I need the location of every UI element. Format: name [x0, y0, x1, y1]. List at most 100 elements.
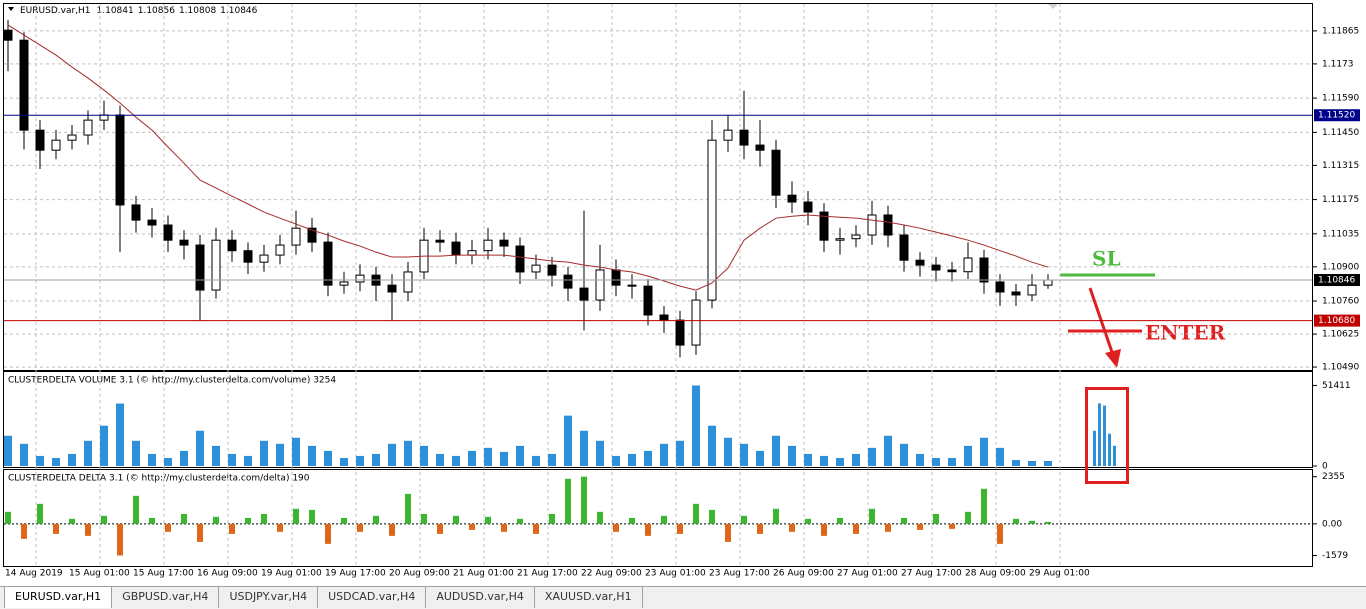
delta-bar: [1045, 521, 1051, 524]
delta-bar: [741, 515, 747, 524]
delta-bar: [117, 523, 123, 556]
x-tick-label: 21 Aug 17:00: [517, 569, 578, 579]
volume-bar: [756, 450, 764, 466]
candle-body: [611, 269, 621, 286]
delta-bar: [805, 518, 811, 524]
delta-bar: [5, 511, 11, 524]
header-high: 1.10856: [138, 6, 175, 16]
volume-bar: [996, 447, 1004, 466]
candle-body: [691, 299, 701, 346]
delta-bar: [885, 523, 891, 532]
delta-bar: [325, 523, 331, 544]
delta-bar: [661, 515, 667, 524]
y-tick-label: 1.11315: [1322, 161, 1359, 171]
price-level-tag: [1314, 109, 1360, 122]
symbol-tab[interactable]: USDJPY.var,H4: [219, 587, 319, 608]
price-level-label: 1.11520: [1318, 111, 1355, 121]
volume-bar: [628, 453, 636, 466]
y-tick-label: 51411: [1322, 381, 1351, 391]
y-tick-label: 1.10625: [1322, 330, 1359, 340]
main-pane-frame: [3, 3, 1313, 371]
candle-body: [483, 239, 493, 252]
y-tick-label: 1.11450: [1322, 128, 1359, 138]
y-tick-label: 2355: [1322, 472, 1345, 482]
delta-bar: [165, 523, 171, 532]
volume-bar: [1012, 459, 1020, 466]
volume-bar: [260, 440, 268, 466]
candle-body: [563, 274, 573, 289]
volume-title: CLUSTERDELTA VOLUME 3.1 (© http://my.clu…: [8, 376, 336, 386]
delta-bar: [581, 476, 587, 524]
delta-bar: [389, 523, 395, 536]
highlight-volume-bar: [1093, 430, 1096, 466]
highlight-volume-bar: [1108, 433, 1111, 466]
candle-body: [99, 114, 109, 121]
volume-bar: [900, 443, 908, 466]
delta-bar: [245, 517, 251, 524]
delta-bar: [453, 515, 459, 524]
volume-bar: [868, 447, 876, 466]
delta-bar: [69, 518, 75, 524]
volume-bar: [772, 435, 780, 466]
delta-pane-frame: [3, 469, 1313, 567]
volume-bar: [1028, 460, 1036, 466]
symbol-tab[interactable]: AUDUSD.var,H4: [426, 587, 535, 608]
candle-body: [211, 239, 221, 291]
delta-bar: [597, 511, 603, 524]
x-tick-label: 14 Aug 2019: [5, 569, 63, 579]
candle-body: [3, 29, 13, 41]
candle-body: [1027, 284, 1037, 296]
candle-body: [675, 319, 685, 346]
volume-bar: [212, 445, 220, 466]
symbol-tab[interactable]: XAUUSD.var,H1: [535, 587, 643, 608]
candle-body: [243, 250, 253, 263]
volume-bar: [852, 453, 860, 466]
candle-body: [579, 287, 589, 301]
candle-body: [723, 129, 733, 141]
candle-body: [1011, 291, 1021, 296]
background: [0, 0, 1366, 586]
delta-bar: [37, 503, 43, 524]
candle-body: [195, 244, 205, 291]
volume-bar: [836, 457, 844, 466]
x-tick-label: 21 Aug 01:00: [453, 569, 514, 579]
candle-body: [1043, 279, 1053, 286]
candle-body: [259, 254, 269, 263]
chart-header: EURUSD.var,H1 1.10841 1.10856 1.10808 1.1084…: [20, 6, 258, 16]
delta-bar: [853, 523, 859, 534]
symbol-tab[interactable]: USDCAD.var,H4: [318, 587, 427, 608]
delta-bar: [437, 523, 443, 534]
volume-bar: [436, 453, 444, 466]
delta-bar: [917, 523, 923, 530]
volume-bar: [596, 440, 604, 466]
volume-bar: [324, 450, 332, 466]
volume-bar: [932, 457, 940, 466]
x-tick-label: 23 Aug 01:00: [645, 569, 706, 579]
symbol-tab[interactable]: GBPUSD.var,H4: [112, 587, 220, 608]
volume-bar: [724, 437, 732, 466]
volume-bar: [644, 450, 652, 466]
volume-bar: [884, 435, 892, 466]
candle-body: [947, 269, 957, 273]
volume-bar: [948, 457, 956, 466]
delta-bar: [309, 509, 315, 524]
volume-bar: [4, 435, 12, 466]
x-tick-label: 27 Aug 17:00: [901, 569, 962, 579]
candle-body: [515, 245, 525, 273]
delta-bar: [677, 523, 683, 534]
candle-body: [323, 241, 333, 286]
volume-bar: [564, 415, 572, 466]
candle-body: [547, 264, 557, 276]
volume-bar: [964, 445, 972, 466]
candle-body: [931, 264, 941, 271]
symbol-tab[interactable]: EURUSD.var,H1: [4, 587, 113, 608]
volume-bar: [292, 437, 300, 466]
y-tick-label: 1.1173: [1322, 59, 1354, 69]
volume-bar: [116, 403, 124, 466]
current-price-label: 1.10846: [1318, 276, 1355, 286]
candle-body: [67, 134, 77, 141]
delta-bar: [757, 523, 763, 534]
delta-bar: [421, 513, 427, 524]
delta-bar: [373, 515, 379, 524]
delta-bar: [405, 493, 411, 524]
